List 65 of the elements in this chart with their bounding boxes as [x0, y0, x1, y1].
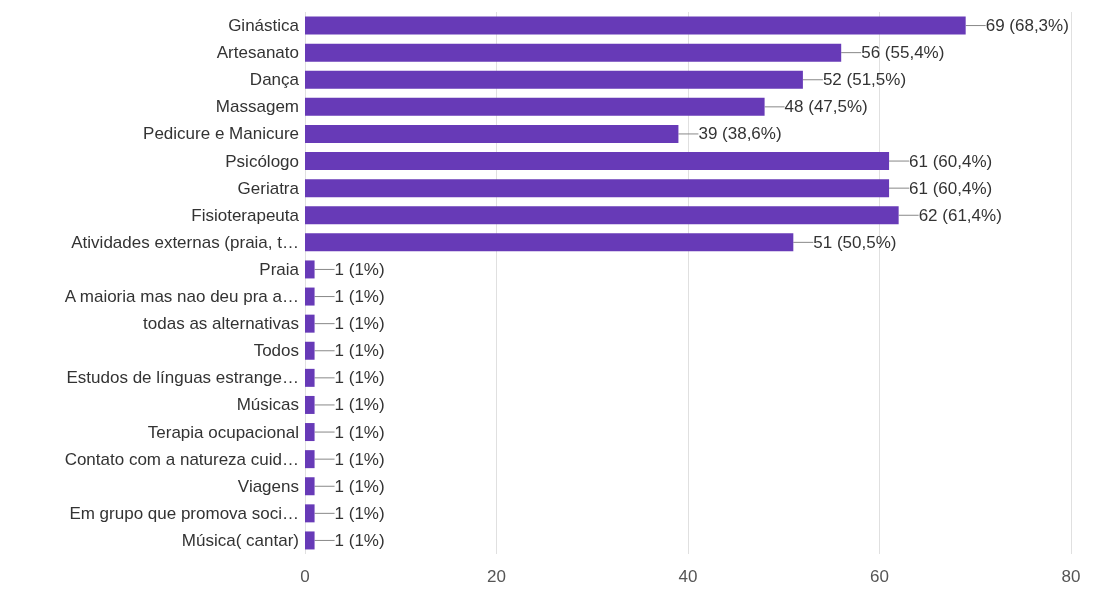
y-tick-label: Terapia ocupacional — [147, 422, 299, 442]
y-tick-label: Ginástica — [228, 16, 300, 36]
y-tick-label: Pedicure e Manicure — [143, 124, 299, 144]
data-label: 1 (1%) — [334, 287, 385, 307]
data-label: 39 (38,6%) — [698, 124, 782, 144]
bar — [305, 504, 315, 523]
data-label: 69 (68,3%) — [985, 16, 1069, 36]
y-tick-label: A maioria mas nao deu pra a… — [64, 287, 299, 307]
bar — [305, 287, 315, 306]
y-tick-label: Viagens — [237, 476, 299, 496]
bar — [305, 16, 966, 35]
data-label: 61 (60,4%) — [909, 178, 993, 198]
bar — [305, 531, 315, 550]
bar — [305, 395, 315, 414]
data-label: 1 (1%) — [334, 530, 385, 550]
y-tick-label: Praia — [259, 259, 300, 279]
data-label: 61 (60,4%) — [909, 151, 993, 171]
bar — [305, 124, 679, 143]
bar — [305, 423, 315, 442]
bar — [305, 368, 315, 387]
data-label: 51 (50,5%) — [813, 232, 897, 252]
data-label: 1 (1%) — [334, 422, 385, 442]
data-label: 1 (1%) — [334, 503, 385, 523]
bar — [305, 179, 890, 198]
data-label: 62 (61,4%) — [918, 205, 1002, 225]
data-label: 1 (1%) — [334, 368, 385, 388]
y-tick-label: Músicas — [236, 395, 299, 415]
y-tick-label: Psicólogo — [225, 151, 299, 171]
x-tick-label: 60 — [870, 567, 889, 586]
x-tick-label: 80 — [1061, 567, 1081, 586]
x-tick-label: 40 — [678, 567, 698, 586]
bar — [305, 97, 765, 116]
bar — [305, 152, 890, 171]
y-tick-label: Em grupo que promova soci… — [69, 503, 299, 523]
data-label: 1 (1%) — [334, 314, 385, 334]
bar — [305, 70, 803, 89]
y-tick-label: Geriatra — [237, 178, 300, 198]
y-tick-label: Fisioterapeuta — [191, 205, 300, 225]
y-tick-label: Artesanato — [216, 43, 299, 63]
x-tick-label: 20 — [487, 567, 506, 586]
data-label: 1 (1%) — [334, 449, 385, 469]
y-tick-label: Atividades externas (praia, t… — [71, 232, 299, 252]
bar — [305, 341, 315, 360]
data-label: 1 (1%) — [334, 476, 385, 496]
y-tick-label: Contato com a natureza cuid… — [64, 449, 299, 469]
data-label: 1 (1%) — [334, 395, 385, 415]
data-label: 56 (55,4%) — [861, 43, 945, 63]
data-label: 52 (51,5%) — [822, 70, 907, 90]
bar — [305, 206, 899, 225]
y-tick-label: todas as alternativas — [143, 314, 299, 334]
y-tick-label: Massagem — [215, 97, 299, 117]
bar — [305, 314, 315, 333]
data-label: 1 (1%) — [334, 341, 385, 361]
bar — [305, 260, 315, 279]
y-tick-label: Todos — [253, 341, 299, 361]
bar — [305, 477, 315, 496]
y-tick-label: Estudos de línguas estrange… — [66, 368, 299, 388]
bar — [305, 233, 794, 252]
bar — [305, 450, 315, 469]
bar — [305, 43, 842, 62]
data-label: 48 (47,5%) — [784, 97, 868, 117]
y-tick-label: Música( cantar) — [181, 530, 299, 550]
x-tick-label: 0 — [300, 567, 310, 586]
data-label: 1 (1%) — [334, 259, 385, 279]
y-tick-label: Dança — [249, 70, 300, 90]
